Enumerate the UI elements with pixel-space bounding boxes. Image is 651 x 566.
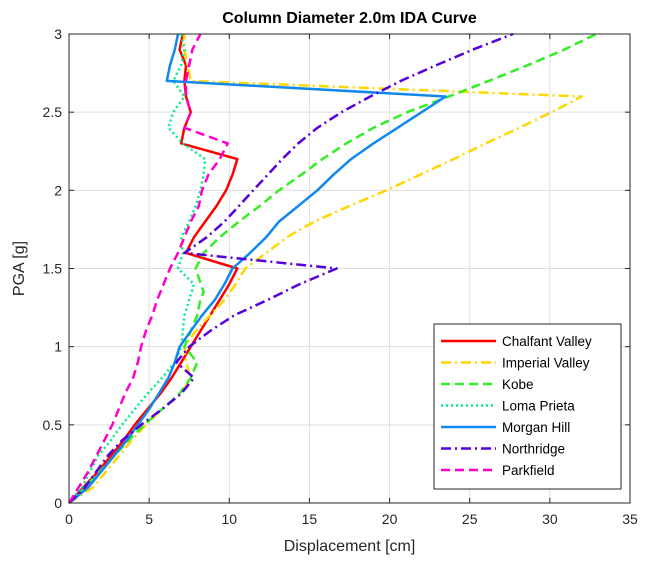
legend-label-morgan-hill: Morgan Hill (502, 420, 570, 435)
legend-box (433, 323, 622, 490)
y-tick-label: 0 (54, 495, 62, 511)
legend-label-parkfield: Parkfield (502, 463, 555, 478)
y-axis-label: PGA [g] (11, 241, 28, 296)
series-group (67, 32, 597, 505)
series-line-chalfant-valley (68, 33, 239, 504)
x-tick-label: 15 (302, 511, 318, 527)
series-line-morgan-hill (68, 33, 447, 504)
legend-label-loma-prieta: Loma Prieta (502, 399, 575, 414)
y-tick-label: 0.5 (43, 417, 63, 433)
x-tick-label: 25 (462, 511, 478, 527)
x-tick-label: 35 (622, 511, 638, 527)
legend-label-imperial-valley: Imperial Valley (502, 356, 590, 371)
series-line-parkfield (67, 33, 229, 504)
y-tick-label: 2 (54, 182, 62, 198)
legend: Chalfant Valley Imperial Valley Kobe Loma P… (433, 323, 622, 490)
series-line-northridge (68, 32, 514, 504)
legend-label-kobe: Kobe (502, 377, 534, 392)
series-line-kobe (68, 32, 597, 504)
y-tick-label: 1.5 (43, 261, 63, 277)
y-tick-label: 3 (54, 26, 62, 42)
y-tick-label: 2.5 (43, 104, 63, 120)
legend-label-chalfant-valley: Chalfant Valley (502, 334, 592, 349)
x-tick-label: 0 (65, 511, 73, 527)
series-line-loma-prieta (68, 33, 207, 504)
x-tick-label: 5 (145, 511, 153, 527)
x-tick-label: 10 (221, 511, 237, 527)
axis-ticks: 0 5 10 15 20 25 30 35 0 0.5 1 1.5 2 2.5 3 (43, 26, 638, 527)
x-axis-label: Displacement [cm] (284, 538, 416, 555)
y-tick-label: 1 (54, 339, 62, 355)
x-tick-label: 20 (382, 511, 398, 527)
series-line-imperial-valley (68, 34, 584, 505)
chart-title: Column Diameter 2.0m IDA Curve (222, 10, 477, 27)
legend-label-northridge: Northridge (502, 442, 565, 457)
x-tick-label: 30 (542, 511, 558, 527)
